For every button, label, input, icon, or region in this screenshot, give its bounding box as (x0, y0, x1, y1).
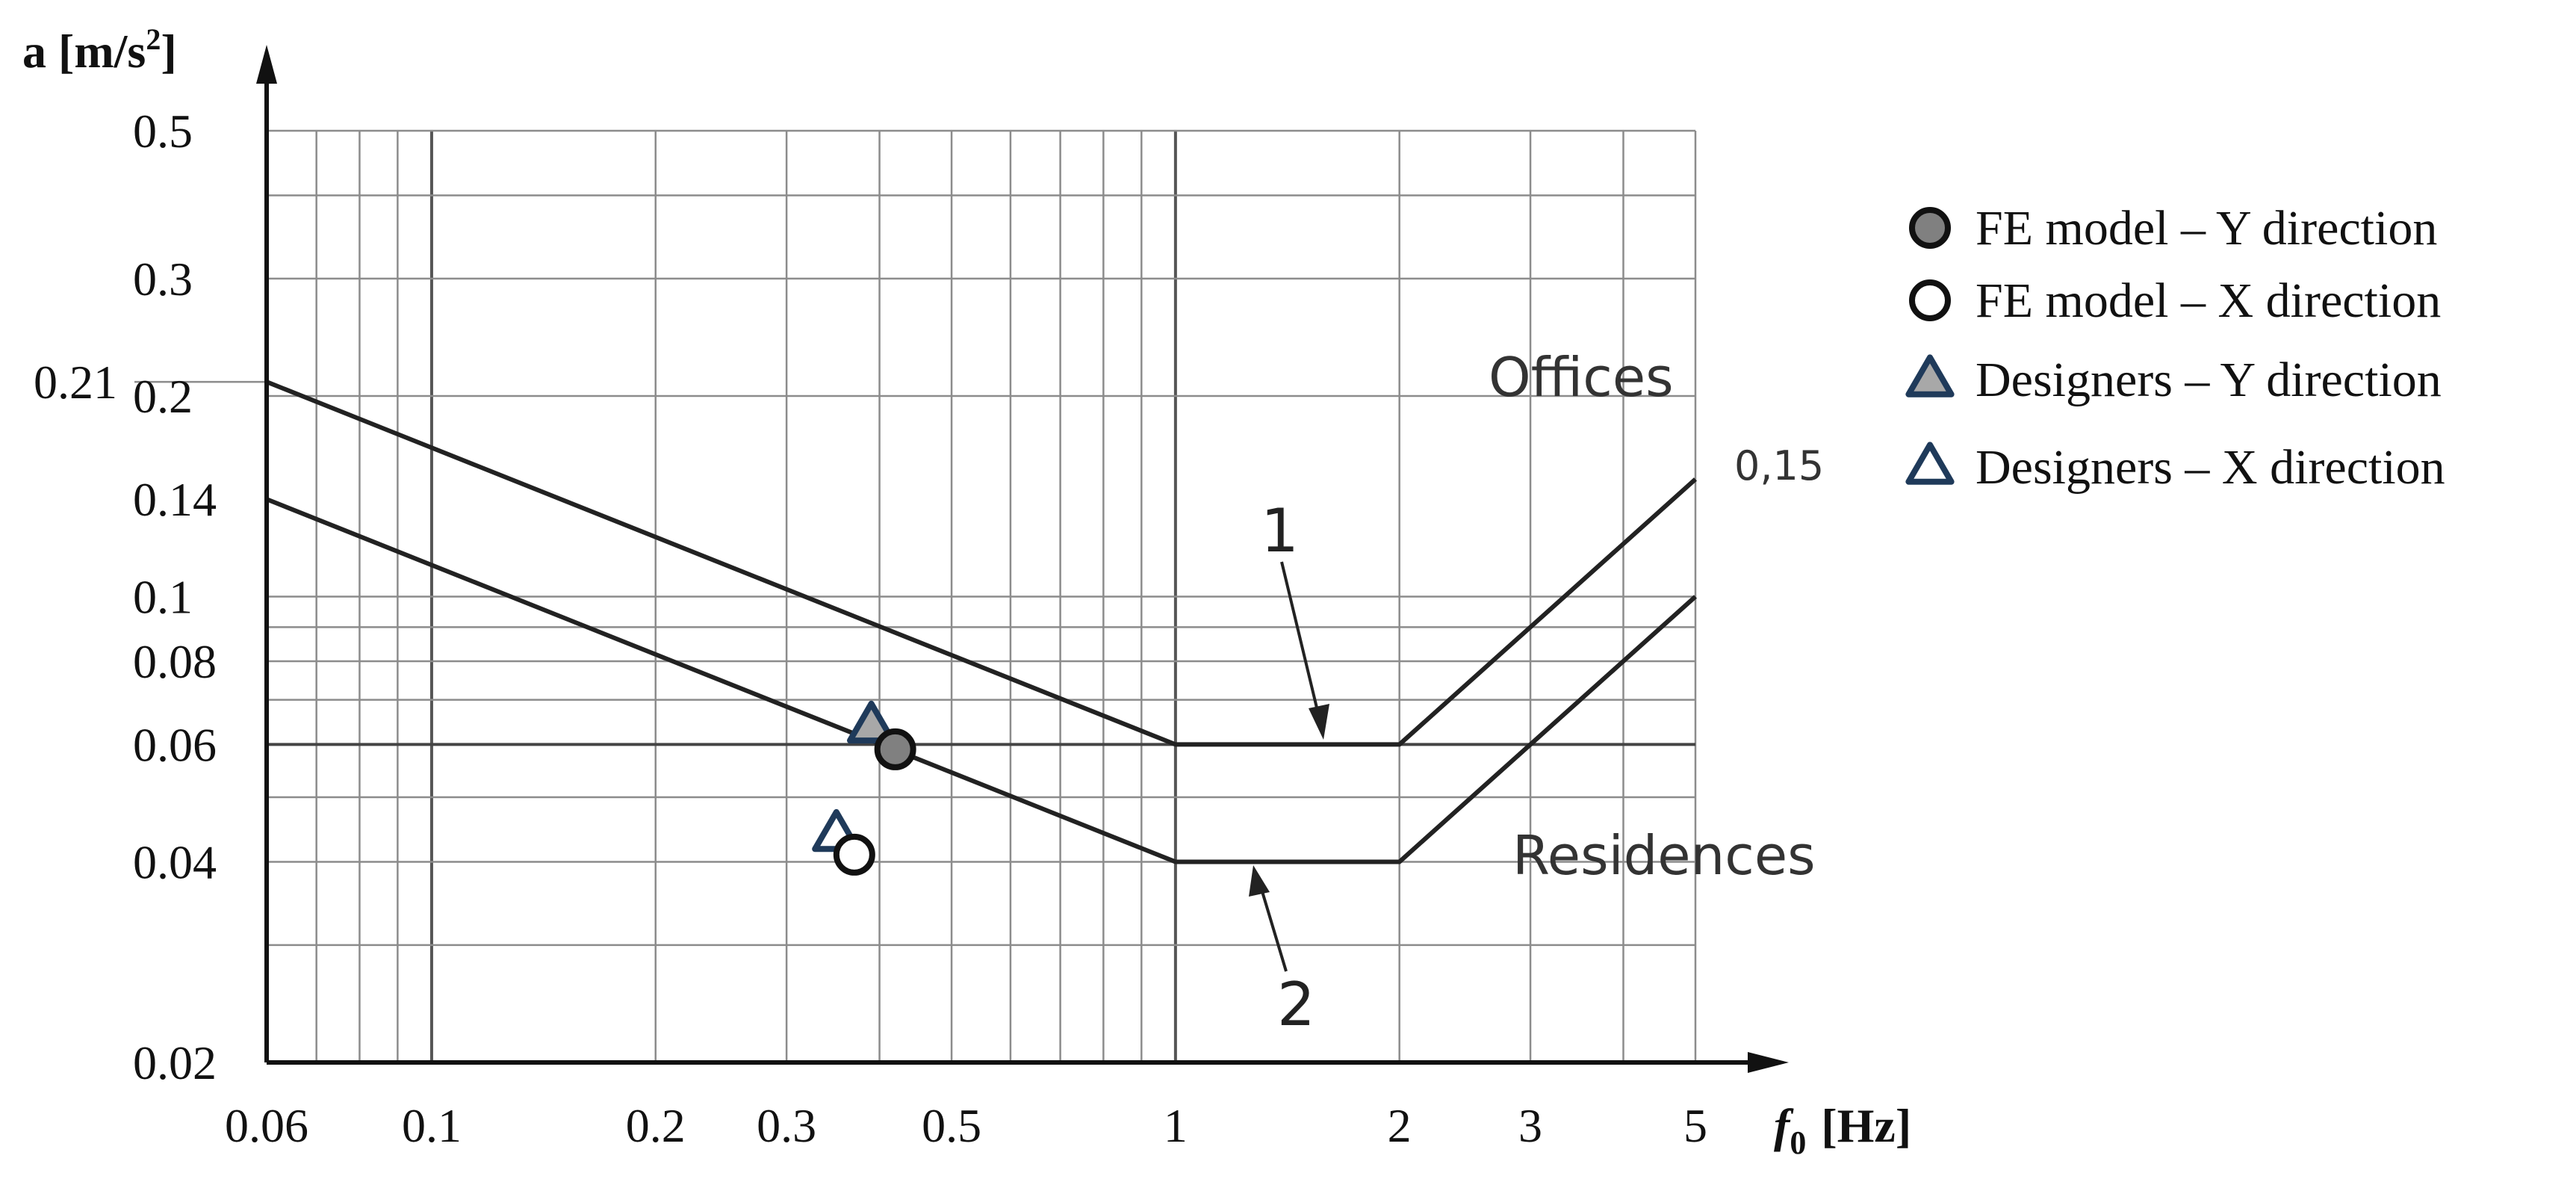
curve-1-number: 1 (1261, 496, 1299, 566)
y-tick-label: 0.3 (133, 253, 193, 306)
legend-label: FE model – Y direction (1976, 201, 2437, 256)
marker-fe-model-x-direction (1909, 279, 1951, 321)
legend-entry: FE model – X direction (1909, 273, 2441, 328)
data-markers (812, 700, 916, 876)
x-tick-label: 1 (1164, 1099, 1188, 1152)
legend-label: FE model – X direction (1976, 273, 2441, 328)
y-axis-title: a [m/s2] (22, 22, 177, 78)
limit-curves (265, 380, 1698, 864)
x-tick-label: 0.2 (626, 1099, 686, 1152)
offices-label: Offices (1489, 346, 1674, 409)
y-tick-label: 0.02 (133, 1036, 217, 1089)
curve-2-pointer (1249, 865, 1288, 972)
y-tick-label: 0.5 (133, 105, 193, 158)
legend-entry: Designers – Y direction (1905, 353, 2442, 407)
x-tick-label: 3 (1518, 1099, 1542, 1152)
y-tick-label: 0.04 (133, 835, 217, 888)
y-tick-label: 0.2 (133, 370, 193, 423)
x-tick-label: 2 (1388, 1099, 1412, 1152)
x-axis-title: f0 [Hz] (1774, 1099, 1911, 1161)
residences-label: Residences (1512, 824, 1816, 887)
y-tick-label: 0.06 (133, 718, 217, 771)
y-axis-arrow (256, 45, 277, 84)
axes (256, 45, 1789, 1073)
marker-fe-model-y-direction (1909, 207, 1951, 249)
x-tick-label: 0.5 (922, 1099, 981, 1152)
legend-entry: FE model – Y direction (1909, 201, 2437, 256)
legend-label: Designers – Y direction (1976, 353, 2442, 407)
curve-1-pointer (1280, 561, 1329, 740)
y-tick-label: 0.14 (133, 473, 217, 526)
x-tick-label: 0.06 (225, 1099, 308, 1152)
y-tick-label: 0.08 (133, 635, 217, 688)
marker-designers-y-direction (847, 700, 896, 744)
marker-designers-y-direction (1905, 354, 1955, 397)
legend: FE model – Y direction FE model – X direc… (1905, 201, 2445, 495)
marker-fe-model-y-direction (874, 728, 916, 770)
legend-label: Designers – X direction (1976, 440, 2445, 495)
marker-fe-model-x-direction (833, 833, 875, 876)
marker-designers-x-direction (1905, 442, 1955, 485)
x-tick-label: 5 (1683, 1099, 1707, 1152)
curve-residences (265, 497, 1698, 864)
curve-offices (265, 380, 1698, 747)
y-tick-label: 0.1 (133, 571, 193, 624)
x-tick-label: 0.1 (402, 1099, 462, 1152)
curve-2-number: 2 (1277, 970, 1315, 1039)
x-tick-label: 0.3 (757, 1099, 816, 1152)
x-axis-arrow (1748, 1052, 1789, 1073)
grid (134, 129, 1697, 1064)
end-value-annotation: 0,15 (1734, 442, 1824, 489)
legend-entry: Designers – X direction (1905, 440, 2445, 495)
curve-labels: Offices Residences 1 2 0,15 (1249, 346, 1824, 1039)
y-tick-label: 0.21 (34, 356, 117, 409)
tick-labels: 0.50.30.21 0.20.140.10.080.060.040.020.06… (34, 105, 1707, 1152)
